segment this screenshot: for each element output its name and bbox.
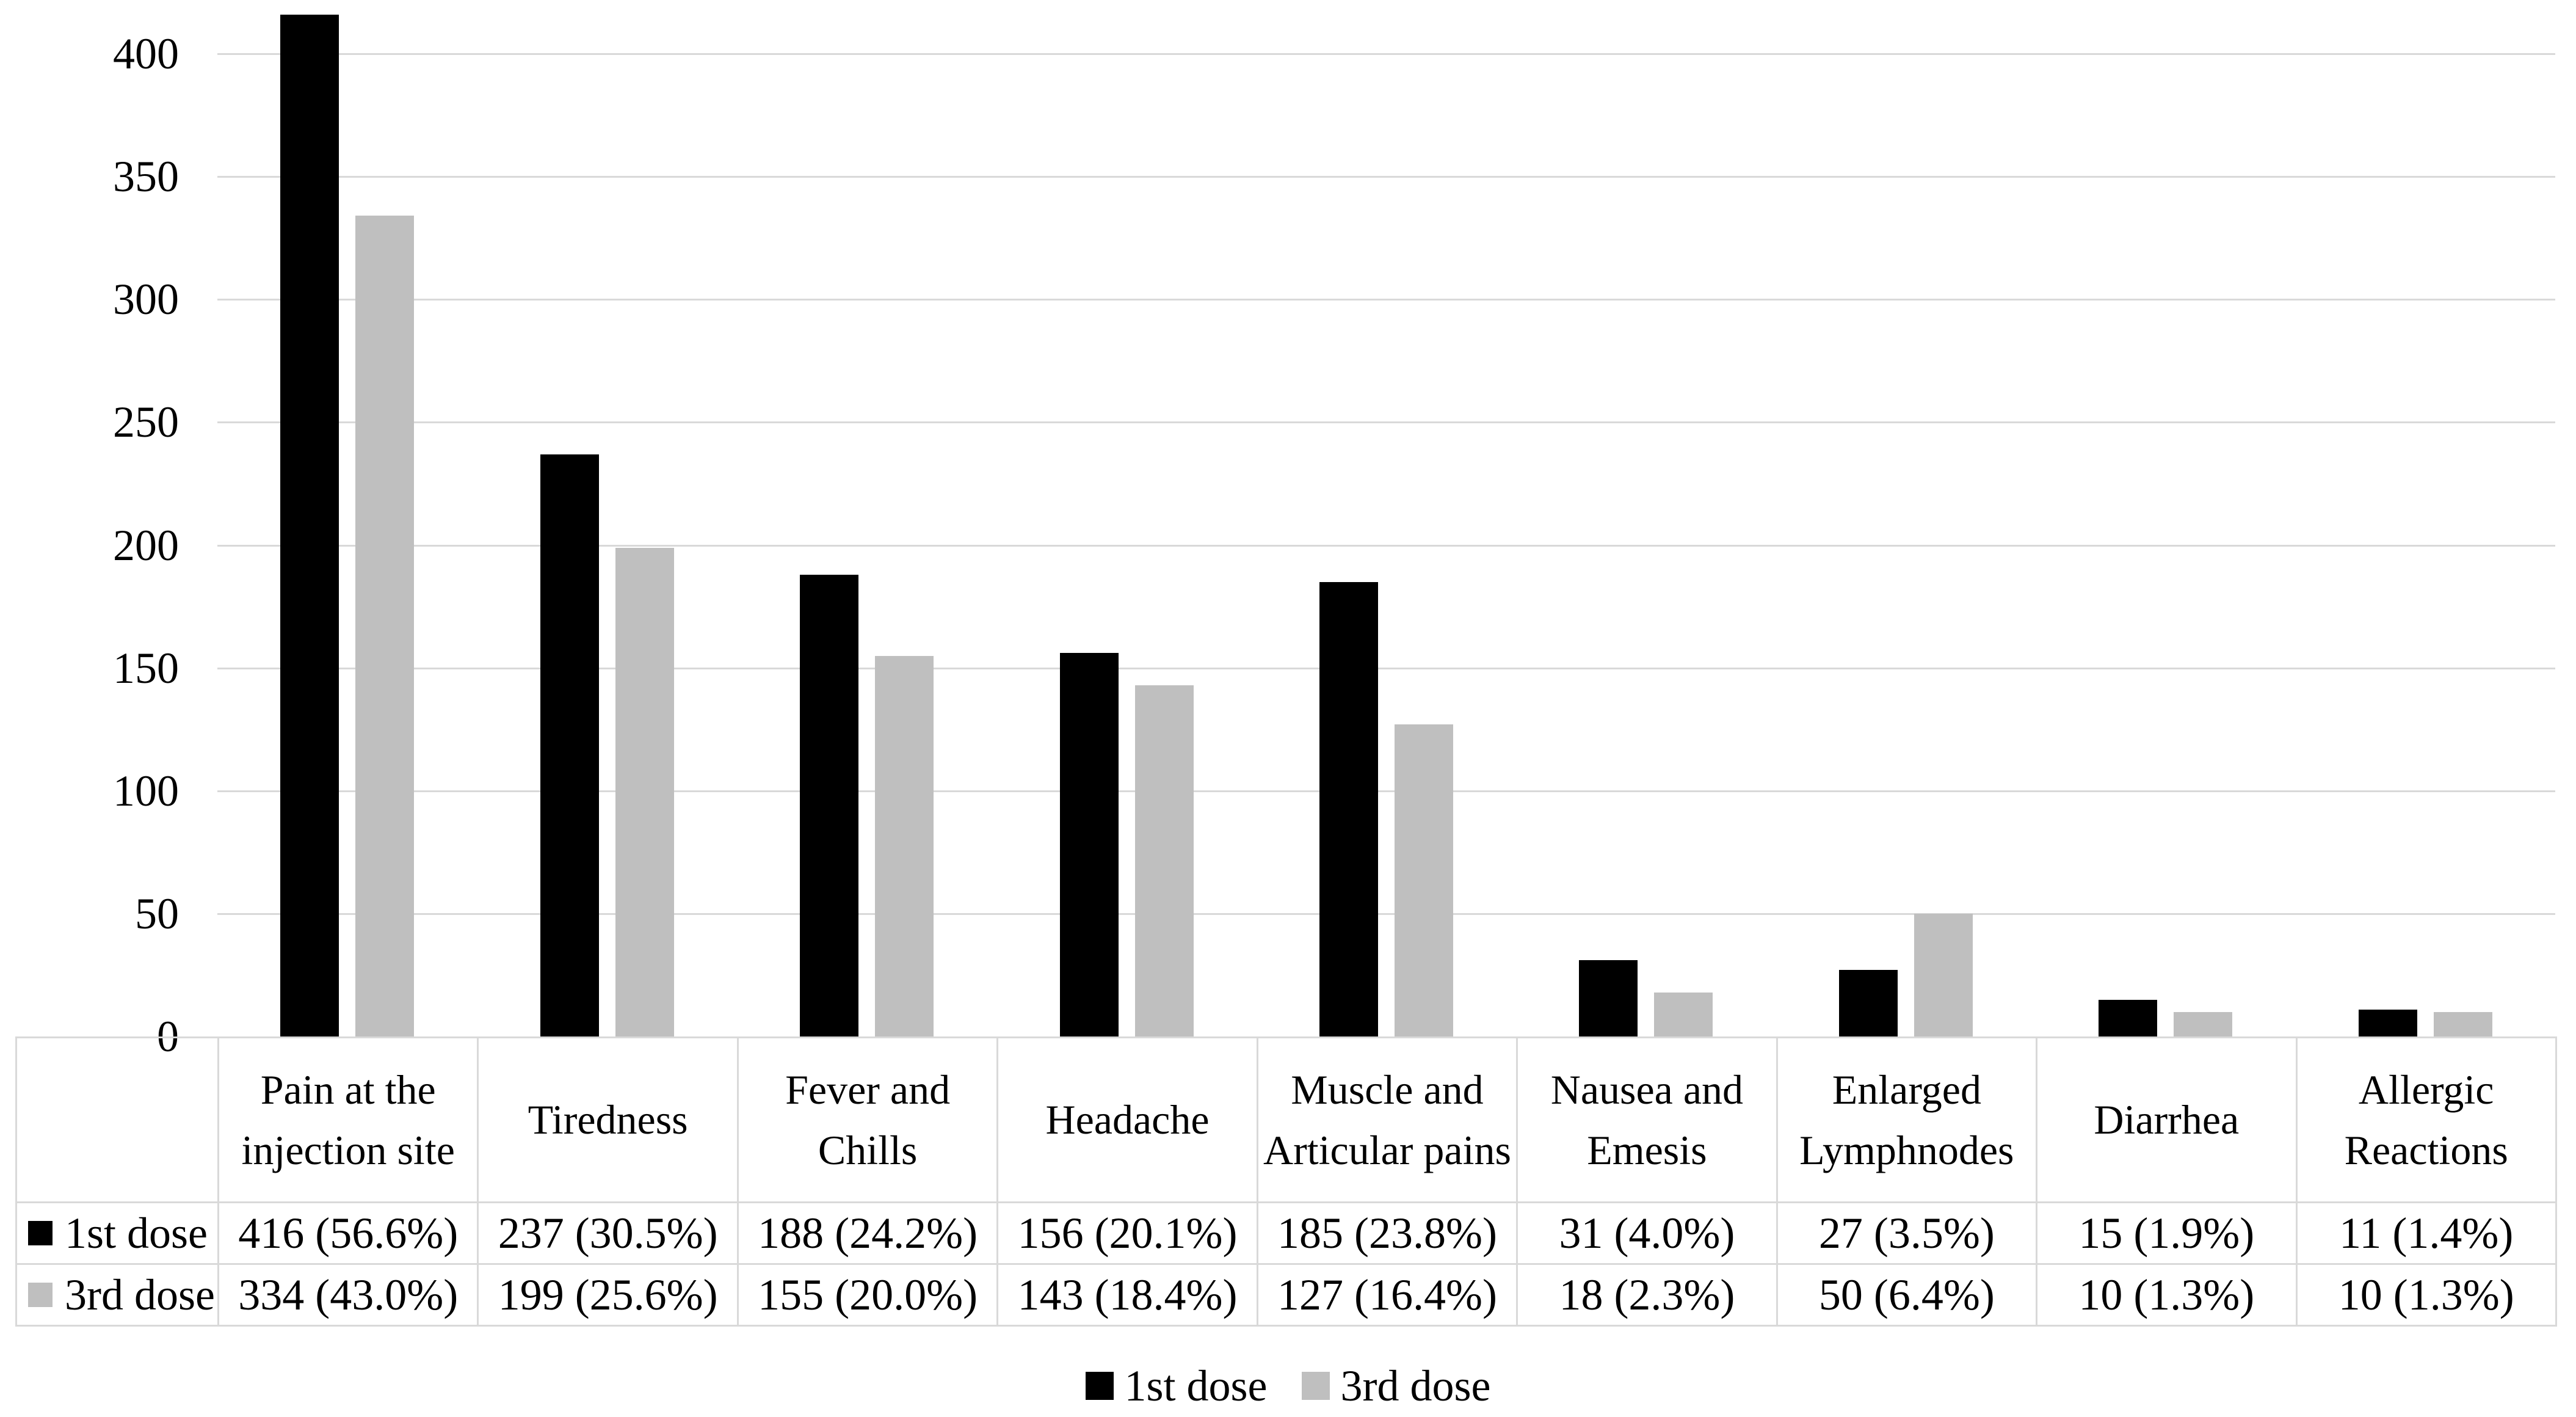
gridline [217,790,2555,792]
table-value-cell: 10 (1.3%) [2295,1263,2557,1327]
legend-label: 3rd dose [1340,1361,1491,1410]
y-axis-tick-label: 400 [113,29,179,78]
gridline [217,53,2555,55]
bar-1st-dose [540,454,599,1036]
gridline [217,421,2555,424]
data-table: Pain at the injection site Tiredness Fever… [15,1036,2557,1327]
y-axis-tick-label: 200 [113,520,179,570]
bar-1st-dose [280,14,339,1036]
bar-3rd-dose [875,655,934,1036]
category-header-cell: Enlarged Lymphnodes [1776,1036,2038,1203]
legend-key-swatch [1301,1372,1330,1400]
bar-3rd-dose [1395,724,1453,1036]
table-value-cell: 127 (16.4%) [1256,1263,1518,1327]
bar-3rd-dose [355,216,415,1036]
category-header-cell: Pain at the injection site [217,1036,479,1203]
bar-1st-dose [1579,960,1638,1036]
bar-3rd-dose [2174,1011,2233,1036]
category-header-cell: Tiredness [477,1036,739,1203]
table-value-cell: 416 (56.6%) [217,1201,479,1265]
table-value-cell: 143 (18.4%) [996,1263,1258,1327]
y-axis-tick-label: 100 [113,766,179,815]
bar-3rd-dose [1134,685,1194,1036]
bar-1st-dose [2099,999,2158,1036]
series-name: 3rd dose [65,1270,215,1319]
category-header-cell: Nausea and Emesis [1516,1036,1778,1203]
legend-key-swatch [28,1283,53,1307]
table-value-cell: 156 (20.1%) [996,1201,1258,1265]
table-corner-blank [15,1036,219,1203]
legend-item: 3rd dose [1301,1361,1491,1410]
bar-3rd-dose [2433,1011,2492,1036]
table-row: 3rd dose 334 (43.0%) 199 (25.6%) 155 (20.0%… [15,1263,2557,1327]
y-axis-tick-label: 150 [113,643,179,693]
bar-3rd-dose [615,547,674,1036]
series-name: 1st dose [65,1208,208,1258]
y-axis-tick-label: 50 [135,889,179,938]
gridline [217,299,2555,301]
table-value-cell: 10 (1.3%) [2036,1263,2298,1327]
series-row-label-cell: 1st dose [15,1201,219,1265]
category-header-cell: Headache [996,1036,1258,1203]
table-value-cell: 237 (30.5%) [477,1201,739,1265]
category-header-cell: Allergic Reactions [2295,1036,2557,1203]
gridline [217,912,2555,915]
table-value-cell: 334 (43.0%) [217,1263,479,1327]
y-axis-tick-label: 350 [113,152,179,202]
table-value-cell: 188 (24.2%) [736,1201,999,1265]
bar-1st-dose [2358,1009,2417,1036]
y-axis-tick-label: 300 [113,275,179,324]
y-axis-tick-label: 250 [113,398,179,447]
gridline [217,667,2555,669]
table-value-cell: 31 (4.0%) [1516,1201,1778,1265]
bar-3rd-dose [1914,913,1973,1036]
bar-1st-dose [1838,970,1898,1036]
table-value-cell: 185 (23.8%) [1256,1201,1518,1265]
bar-1st-dose [1319,581,1378,1036]
bar-3rd-dose [1654,992,1713,1036]
table-value-cell: 15 (1.9%) [2036,1201,2298,1265]
legend-label: 1st dose [1124,1361,1268,1410]
gridline [217,544,2555,547]
bar-1st-dose [800,574,859,1036]
table-value-cell: 27 (3.5%) [1776,1201,2038,1265]
legend-item: 1st dose [1085,1361,1268,1410]
category-header-cell: Diarrhea [2036,1036,2298,1203]
bar-1st-dose [1059,653,1119,1036]
category-header-cell: Muscle and Articular pains [1256,1036,1518,1203]
table-value-cell: 155 (20.0%) [736,1263,999,1327]
chart-legend: 1st dose 3rd dose [0,1364,2576,1408]
table-value-cell: 199 (25.6%) [477,1263,739,1327]
gridline [217,176,2555,178]
category-header-cell: Fever and Chills [736,1036,999,1203]
table-row: 1st dose 416 (56.6%) 237 (30.5%) 188 (24.2%… [15,1201,2557,1265]
table-value-cell: 18 (2.3%) [1516,1263,1778,1327]
legend-key-swatch [1085,1372,1114,1400]
series-row-label-cell: 3rd dose [15,1263,219,1327]
table-value-cell: 11 (1.4%) [2295,1201,2557,1265]
legend-key-swatch [28,1221,53,1245]
table-value-cell: 50 (6.4%) [1776,1263,2038,1327]
